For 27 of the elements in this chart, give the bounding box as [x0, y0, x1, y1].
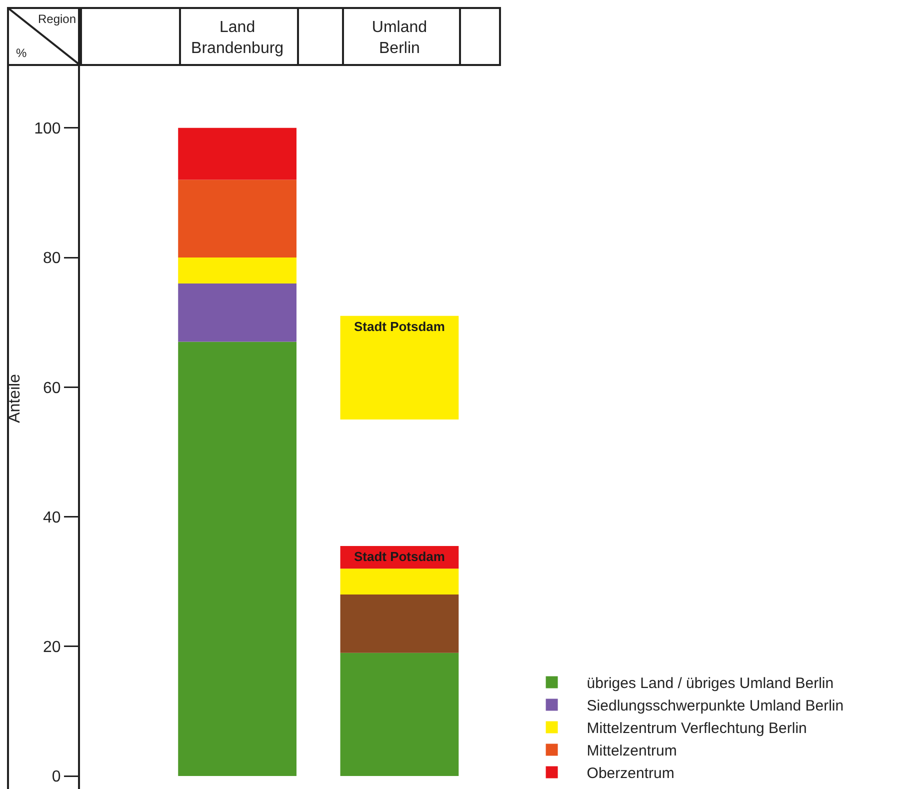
y-tick-label: 0 [52, 768, 61, 786]
y-tick-label: 20 [43, 639, 61, 656]
bar [178, 180, 296, 258]
bar [178, 258, 296, 284]
x-tick-label: Land Brandenburg [191, 19, 284, 57]
bar [340, 568, 459, 595]
bar [178, 283, 296, 342]
legend-label: übriges Land / übriges Umland Berlin [586, 675, 834, 692]
y-tick-label: 40 [43, 509, 61, 526]
y-tick-label: 80 [43, 250, 61, 268]
legend-label: Mittelzentrum [586, 742, 677, 760]
x-tick-label: Umland Berlin [372, 19, 428, 57]
text: % [16, 46, 27, 60]
bar [178, 342, 296, 776]
bar [340, 594, 459, 653]
bar [178, 128, 296, 180]
data-label: Stadt Potsdam [354, 548, 445, 564]
y-axis-title: Anteile [6, 374, 24, 423]
x-axis-title: Region [38, 12, 76, 26]
legend-label: Siedlungsschwerpunkte Umland Berlin [586, 698, 844, 715]
data-label: Stadt Potsdam [354, 318, 445, 334]
legend-label: Mittelzentrum Verflechtung Berlin [586, 720, 807, 738]
legend-label: Oberzentrum [586, 765, 674, 782]
bar [340, 316, 459, 420]
bar [340, 652, 459, 776]
y-tick-label: 60 [43, 380, 61, 397]
y-tick-label: 100 [34, 120, 61, 138]
